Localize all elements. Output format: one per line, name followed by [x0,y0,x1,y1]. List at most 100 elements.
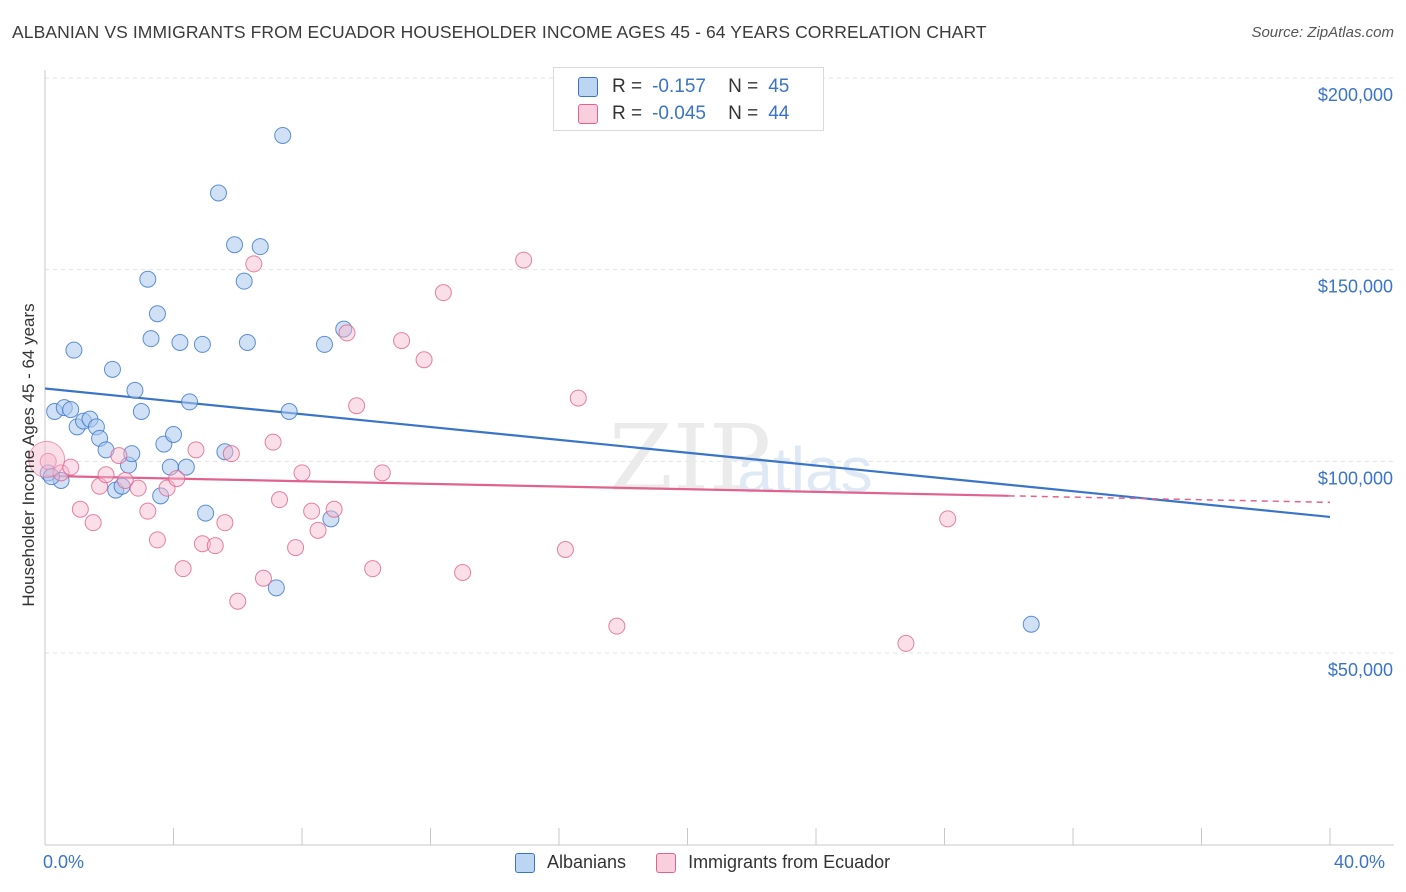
series-legend: Albanians Immigrants from Ecuador [515,852,920,873]
y-tick-label: $100,000 [1318,468,1393,488]
point-ecuador [271,491,289,509]
point-albanians [193,335,211,353]
point-ecuador [515,251,533,269]
point-albanians [274,127,292,144]
point-ecuador [62,458,80,476]
point-ecuador [325,500,343,518]
pink-swatch [578,104,598,124]
point-albanians [197,504,215,522]
point-albanians [123,445,141,463]
point-ecuador [254,569,272,587]
r-label: R = [612,76,643,97]
point-ecuador [222,445,240,463]
trend-lines [44,387,1331,519]
y-tick-label: $150,000 [1318,277,1393,297]
point-ecuador-large [28,440,66,478]
point-ecuador [608,617,626,635]
point-ecuador [309,521,327,539]
point-ecuador [174,560,192,578]
n-label: N = [728,103,759,124]
pink-swatch [656,852,677,873]
point-albanians [226,236,244,254]
point-ecuador [52,464,70,482]
n-value: 44 [768,103,790,124]
point-ecuador [338,324,356,342]
point-ecuador [373,464,391,482]
point-ecuador [168,470,186,488]
r-label: R = [612,103,643,124]
point-albanians [139,270,157,288]
point-ecuador [569,389,587,407]
point-albanians [65,341,83,359]
r-value: -0.045 [652,103,706,124]
x-axis-max-label: 40.0% [1334,852,1386,872]
point-ecuador [264,433,282,451]
point-albanians [132,403,150,420]
axes [44,70,1394,846]
point-ecuador [97,466,115,484]
point-albanians [177,458,195,476]
point-albanians [216,443,234,461]
source-label: Source: ZipAtlas.com [1251,24,1394,41]
point-ecuador [148,531,166,549]
point-albanians [1022,615,1040,633]
data-points [28,127,1040,652]
legend-label: Immigrants from Ecuador [688,852,891,872]
point-ecuador [303,502,321,520]
point-albanians [238,334,256,351]
stats-row-ecuador: R = -0.045 N = 44 [578,101,789,127]
y-tick-label: $200,000 [1318,85,1393,105]
point-albanians [251,238,269,256]
trend-line-ecuador-extension [1008,495,1331,504]
grid-lines [45,77,1395,654]
trend-line-ecuador [44,474,1009,497]
r-value: -0.157 [652,76,706,97]
point-albanians [62,401,80,419]
point-ecuador [897,634,915,652]
blue-swatch [578,77,598,97]
point-albanians [267,579,285,597]
point-albanians [126,381,144,399]
point-albanians [165,426,182,443]
point-albanians [148,305,166,323]
point-ecuador [245,255,263,273]
point-ecuador [39,452,57,470]
point-ecuador [364,560,382,578]
point-ecuador [415,351,433,369]
point-albanians [209,184,227,202]
point-albanians [142,330,160,348]
point-ecuador [187,441,205,459]
legend-label: Albanians [547,852,627,872]
point-albanians [322,510,340,528]
point-ecuador [206,537,224,555]
point-ecuador [556,541,574,558]
point-albanians [181,393,199,411]
point-albanians [280,403,298,420]
legend-item-ecuador[interactable]: Immigrants from Ecuador [656,852,890,873]
point-ecuador [348,397,366,415]
point-ecuador [139,502,157,520]
point-albanians [103,360,121,378]
point-albanians [171,334,189,351]
y-tick-label: $50,000 [1328,660,1393,680]
trend-line-albanians [44,387,1331,519]
point-ecuador [71,500,89,518]
y-axis-label: Householder Income Ages 45 - 64 years [19,303,38,606]
point-ecuador [216,514,234,532]
stats-row-albanians: R = -0.157 N = 45 [578,74,789,100]
point-ecuador [84,514,102,532]
point-ecuador [939,510,957,528]
point-ecuador [393,332,411,350]
legend-item-albanians[interactable]: Albanians [515,852,626,873]
point-albanians [315,335,333,353]
stats-legend: R = -0.157 N = 45 R = -0.045 N = 44 [553,67,824,131]
point-ecuador [110,447,128,465]
blue-swatch [515,852,535,873]
point-ecuador [193,535,211,553]
x-axis-min-label: 0.0% [43,852,85,872]
point-ecuador [434,284,452,302]
point-ecuador [129,479,147,497]
y-tick-labels: $50,000 $100,000 $150,000 $200,000 [1318,85,1393,680]
point-ecuador [229,592,247,610]
